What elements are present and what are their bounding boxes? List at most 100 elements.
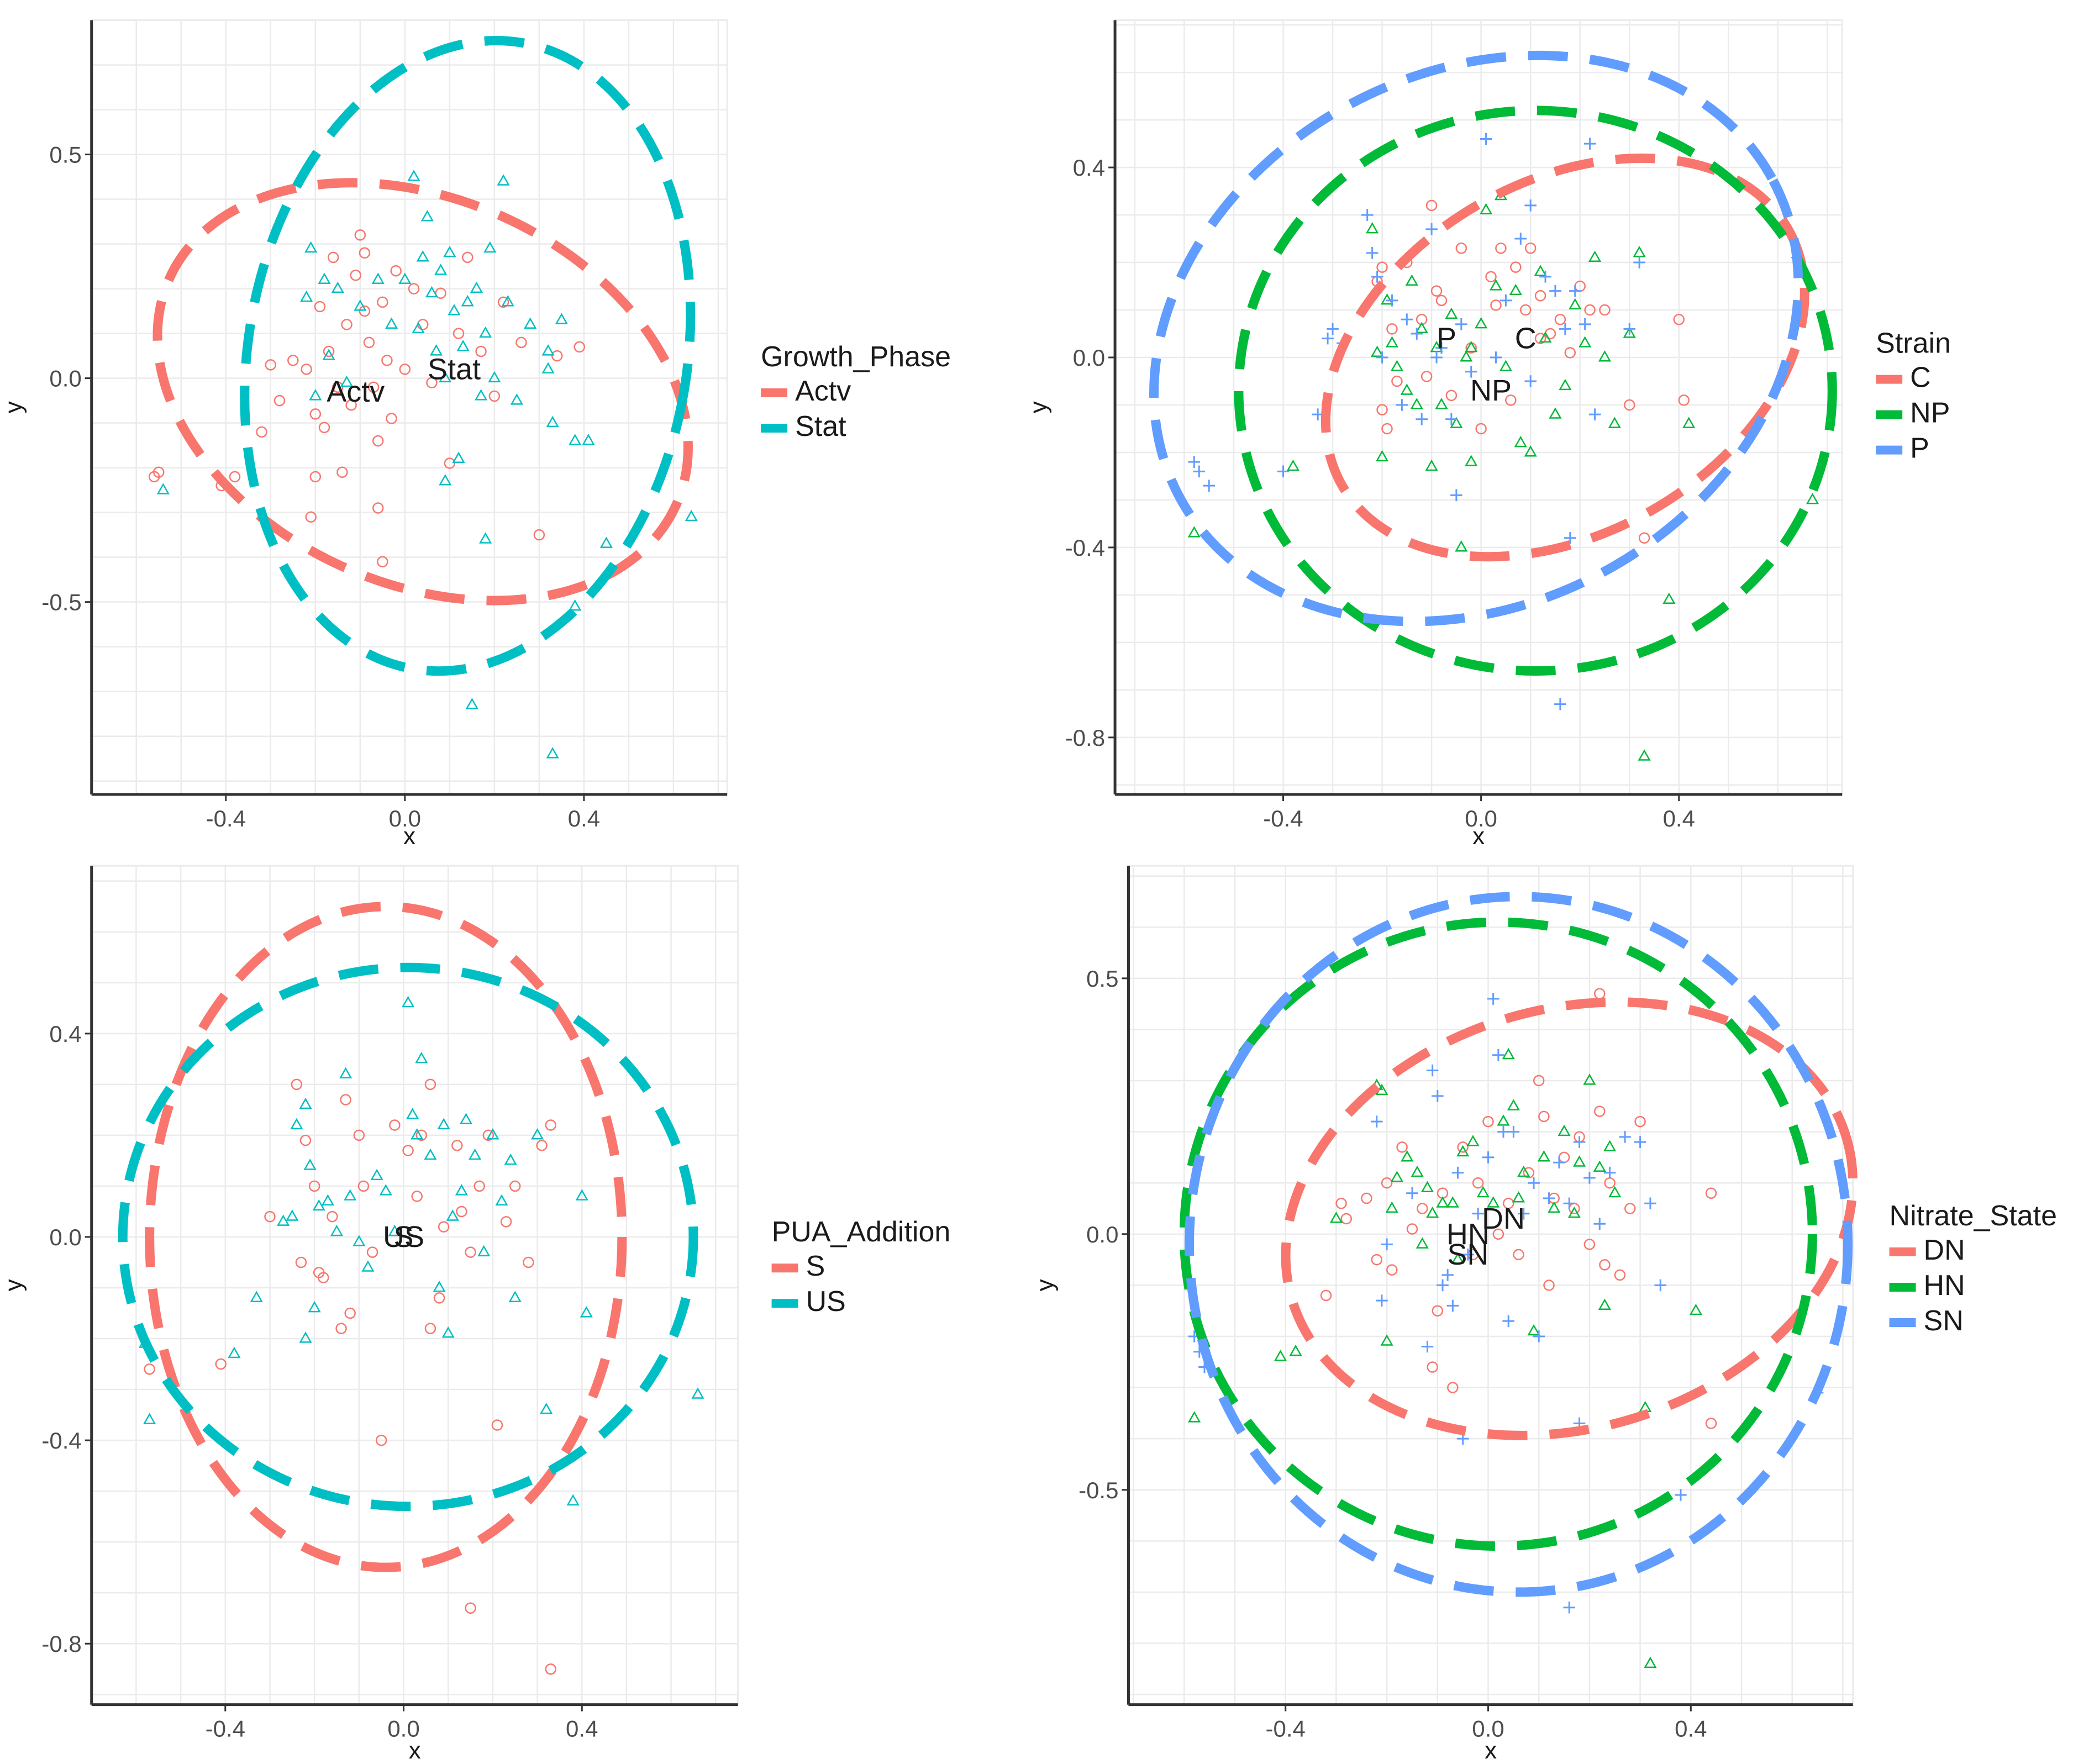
data-point — [299, 1097, 312, 1109]
data-point — [1203, 480, 1215, 492]
legend-title: PUA_Addition — [772, 1216, 951, 1248]
data-point — [344, 1189, 357, 1200]
data-point — [1583, 1073, 1596, 1085]
x-tick-label: 0.0 — [1472, 1716, 1504, 1742]
data-point — [1549, 407, 1562, 419]
data-point — [1188, 456, 1201, 468]
data-point — [408, 283, 420, 294]
data-point — [1588, 408, 1601, 420]
data-point — [299, 1134, 312, 1146]
data-point — [318, 422, 330, 433]
data-point — [1689, 1303, 1703, 1315]
data-point — [1329, 1212, 1343, 1223]
data-point — [1534, 265, 1547, 276]
legend-label: HN — [1924, 1270, 1965, 1302]
data-point — [350, 270, 361, 281]
data-point — [1286, 459, 1300, 471]
data-point — [1662, 592, 1676, 604]
data-point — [344, 1307, 356, 1319]
data-point — [1509, 283, 1522, 296]
legend-item: HN — [1889, 1270, 1965, 1302]
y-axis-title: y — [1025, 401, 1052, 413]
y-axis-title: y — [0, 1279, 27, 1291]
data-point — [491, 1419, 503, 1431]
data-point — [1475, 317, 1488, 329]
data-point — [569, 599, 582, 611]
data-point — [1445, 307, 1458, 319]
data-point — [1608, 1186, 1622, 1198]
data-point — [1584, 304, 1596, 316]
data-point — [1624, 1203, 1636, 1214]
data-point — [1588, 250, 1602, 262]
data-point — [486, 1128, 499, 1140]
data-point — [339, 1067, 352, 1079]
data-point — [390, 265, 402, 277]
data-point — [327, 1210, 338, 1223]
data-point — [148, 471, 160, 483]
data-point — [1619, 1131, 1631, 1143]
data-point — [314, 301, 326, 313]
data-point — [1361, 1192, 1372, 1204]
data-point — [524, 317, 537, 329]
data-point — [1499, 360, 1512, 371]
data-point — [415, 1052, 428, 1063]
data-point — [438, 1221, 450, 1233]
data-point — [1400, 383, 1413, 395]
data-point — [1447, 1382, 1459, 1393]
data-point — [1465, 340, 1478, 352]
data-point — [1500, 294, 1512, 307]
data-point — [545, 1119, 557, 1131]
ellipse-C — [1320, 153, 1809, 562]
data-point — [500, 1216, 512, 1228]
data-point — [1441, 1269, 1454, 1281]
data-point — [1361, 209, 1374, 221]
data-point — [309, 471, 322, 483]
data-point — [345, 399, 357, 411]
data-point — [1549, 285, 1561, 297]
data-point — [443, 245, 456, 257]
legend-item: Stat — [761, 410, 846, 443]
data-point — [1416, 1237, 1429, 1249]
data-point — [1524, 375, 1537, 387]
data-point — [1327, 323, 1339, 335]
data-point — [336, 466, 348, 478]
data-point — [470, 281, 483, 293]
data-point — [1569, 298, 1582, 309]
data-point — [321, 1194, 334, 1206]
plot-area — [1114, 19, 1843, 796]
data-point — [441, 1326, 455, 1338]
data-point — [295, 1256, 307, 1268]
data-point — [504, 1154, 517, 1165]
data-point — [455, 1184, 469, 1196]
data-point — [1381, 1238, 1393, 1251]
data-point — [1446, 1196, 1459, 1208]
group-label-Stat: Stat — [428, 352, 481, 386]
data-point — [1451, 1252, 1465, 1264]
data-point — [1479, 203, 1493, 215]
data-point — [1430, 285, 1443, 297]
data-point — [434, 264, 448, 275]
legend-item: Actv — [761, 375, 851, 407]
data-point — [1593, 1105, 1606, 1117]
data-point — [444, 457, 456, 469]
data-point — [1482, 1151, 1495, 1163]
data-point — [389, 1119, 401, 1131]
data-point — [305, 511, 317, 523]
data-point — [312, 1199, 325, 1211]
data-point — [1599, 304, 1611, 316]
group-label-Actv: Actv — [327, 375, 385, 408]
data-point — [1519, 304, 1532, 316]
data-point — [1436, 1196, 1449, 1208]
x-tick-label: -0.4 — [1266, 1716, 1306, 1742]
x-tick-label: 0.4 — [566, 1716, 598, 1742]
data-point — [1538, 1110, 1550, 1123]
ellipse-SN — [1184, 892, 1853, 1597]
data-point — [377, 296, 388, 308]
data-point — [1437, 1279, 1449, 1292]
data-point — [399, 364, 411, 375]
